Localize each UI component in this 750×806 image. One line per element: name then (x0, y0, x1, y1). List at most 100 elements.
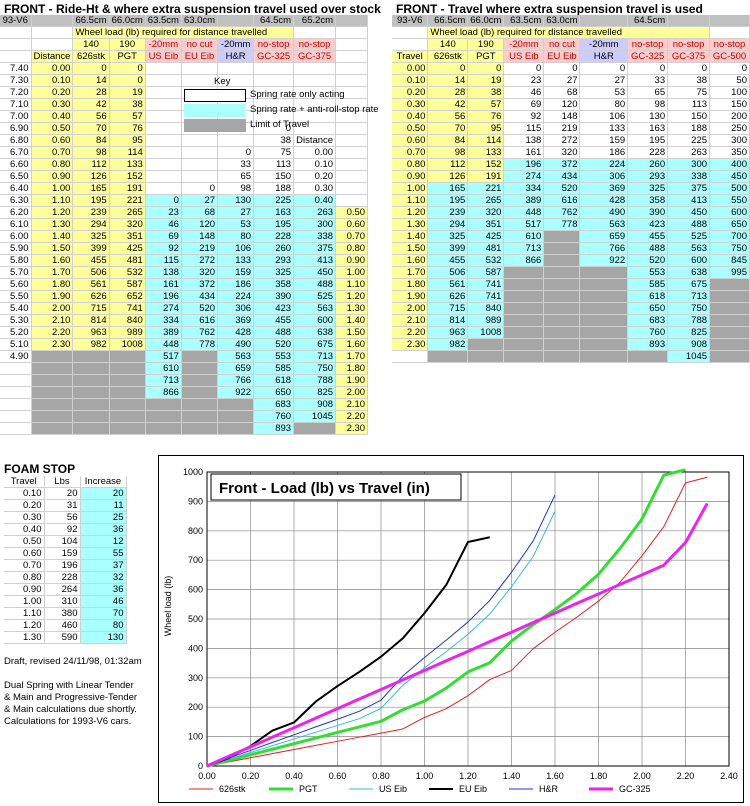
table-cell[interactable]: 750 (709, 242, 750, 255)
table-cell[interactable]: 70 (80, 607, 127, 620)
table-cell[interactable]: 760 (627, 326, 669, 339)
table-cell[interactable]: 650 (253, 386, 295, 399)
table-cell[interactable]: 6.00 (0, 230, 32, 243)
table-cell[interactable]: 1.90 (31, 290, 74, 303)
table-cell[interactable]: 161 (145, 278, 182, 291)
table-cell[interactable] (0, 50, 32, 63)
table-cell[interactable]: 1.10 (335, 278, 369, 291)
table-cell[interactable]: 4.90 (0, 350, 32, 363)
table-cell[interactable] (0, 374, 32, 387)
table-cell[interactable]: 626 (72, 290, 110, 303)
table-cell[interactable]: 0.40 (31, 110, 74, 123)
table-cell[interactable]: 130 (627, 110, 669, 123)
table-cell[interactable]: 325 (253, 266, 295, 279)
table-cell[interactable]: 1.30 (4, 631, 45, 644)
table-cell[interactable]: 616 (181, 314, 219, 327)
table-cell[interactable] (109, 386, 146, 399)
table-cell[interactable]: 1.00 (392, 182, 429, 195)
table-cell[interactable]: 760 (253, 410, 295, 423)
table-cell[interactable]: 6.70 (0, 146, 32, 159)
table-cell[interactable]: 150 (667, 110, 711, 123)
table-cell[interactable]: 0 (709, 62, 750, 75)
table-cell[interactable]: 293 (627, 170, 669, 183)
wheel-load-label[interactable]: Wheel load (lb) required for distance tr… (427, 26, 711, 39)
rate-cell[interactable]: no cut (543, 38, 581, 51)
table-cell[interactable]: 590 (44, 631, 81, 644)
table-cell[interactable] (181, 398, 219, 411)
table-cell[interactable]: 325 (427, 230, 469, 243)
table-cell[interactable]: 263 (667, 146, 711, 159)
table-cell[interactable]: 65 (217, 170, 255, 183)
table-cell[interactable]: 922 (579, 254, 629, 267)
table-cell[interactable]: 7.20 (0, 86, 32, 99)
table-cell[interactable]: 23 (145, 206, 182, 219)
table-cell[interactable] (503, 338, 545, 351)
table-cell[interactable]: 6.60 (0, 158, 32, 171)
table-cell[interactable] (181, 146, 219, 159)
table-cell[interactable] (72, 362, 110, 375)
table-cell[interactable]: 23 (503, 74, 545, 87)
table-cell[interactable]: 350 (709, 146, 750, 159)
table-cell[interactable]: 525 (667, 230, 711, 243)
table-cell[interactable]: 1045 (667, 350, 711, 363)
table-cell[interactable] (543, 338, 581, 351)
table-cell[interactable] (335, 74, 369, 87)
table-cell[interactable]: 532 (109, 266, 146, 279)
table-cell[interactable] (72, 374, 110, 387)
column-header[interactable]: GC-500 (709, 50, 750, 63)
table-cell[interactable]: 1.20 (31, 206, 74, 219)
table-cell[interactable]: 95 (467, 122, 505, 135)
table-cell[interactable]: 1.10 (392, 194, 429, 207)
table-cell[interactable]: 114 (467, 134, 505, 147)
table-cell[interactable]: 28 (72, 86, 110, 99)
table-cell[interactable]: 520 (543, 182, 581, 195)
height-cell[interactable]: 63.5cm (503, 15, 545, 27)
table-cell[interactable]: 113 (667, 98, 711, 111)
height-cell[interactable]: 66.0cm (109, 15, 146, 27)
table-cell[interactable]: 713 (667, 290, 711, 303)
table-cell[interactable]: 369 (217, 314, 255, 327)
table-cell[interactable] (335, 86, 369, 99)
table-cell[interactable] (253, 62, 295, 75)
table-cell[interactable]: 25 (80, 511, 127, 524)
column-header[interactable]: GC-375 (667, 50, 711, 63)
table-cell[interactable] (181, 422, 219, 435)
column-header[interactable]: 626stk (72, 50, 110, 63)
table-cell[interactable]: 380 (44, 607, 81, 620)
table-cell[interactable] (31, 410, 74, 423)
table-cell[interactable] (0, 362, 32, 375)
table-cell[interactable]: 0.30 (293, 182, 337, 195)
table-cell[interactable]: 659 (579, 230, 629, 243)
table-cell[interactable]: 100 (709, 86, 750, 99)
table-cell[interactable] (293, 62, 337, 75)
table-cell[interactable] (503, 302, 545, 315)
table-cell[interactable] (109, 362, 146, 375)
table-cell[interactable]: 715 (427, 302, 469, 315)
table-cell[interactable]: 159 (44, 547, 81, 560)
table-cell[interactable]: 0 (579, 62, 629, 75)
table-cell[interactable]: 5.10 (0, 338, 32, 351)
table-cell[interactable] (579, 266, 629, 279)
table-cell[interactable]: 766 (217, 374, 255, 387)
table-cell[interactable]: 893 (253, 422, 295, 435)
table-cell[interactable] (293, 122, 337, 135)
table-cell[interactable]: 320 (109, 218, 146, 231)
table-cell[interactable] (293, 422, 337, 435)
table-cell[interactable]: 106 (217, 242, 255, 255)
table-cell[interactable]: 0 (503, 62, 545, 75)
table-cell[interactable]: 488 (667, 218, 711, 231)
table-cell[interactable]: 224 (579, 158, 629, 171)
table-cell[interactable]: 1.40 (392, 230, 429, 243)
table-cell[interactable]: 6.80 (0, 134, 32, 147)
table-cell[interactable]: 520 (627, 254, 669, 267)
table-cell[interactable] (543, 314, 581, 327)
column-header[interactable]: H&R (217, 50, 255, 63)
table-cell[interactable]: 38 (253, 134, 295, 147)
table-cell[interactable] (0, 422, 32, 435)
table-cell[interactable]: 320 (181, 266, 219, 279)
table-cell[interactable]: 587 (109, 278, 146, 291)
table-cell[interactable]: 922 (217, 386, 255, 399)
table-cell[interactable]: 5.40 (0, 302, 32, 315)
table-cell[interactable]: 659 (217, 362, 255, 375)
table-cell[interactable]: 80 (80, 619, 127, 632)
